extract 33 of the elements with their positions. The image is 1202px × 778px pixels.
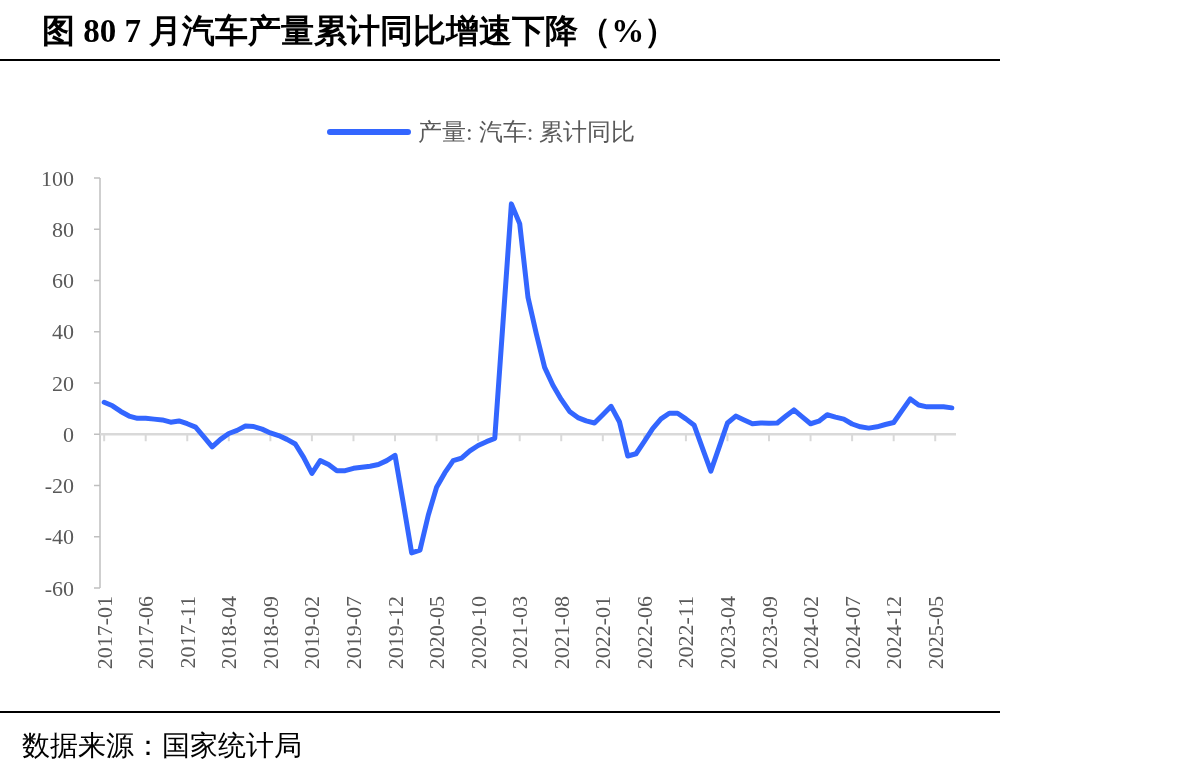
y-tick-label: 20: [52, 370, 74, 396]
chart-title: 图 80 7 月汽车产量累计同比增速下降（%）: [42, 13, 678, 49]
x-tick-label: 2020-10: [465, 596, 491, 670]
x-tick-label: 2019-12: [382, 596, 408, 670]
y-tick-label: 40: [52, 319, 74, 345]
y-tick-label: -20: [44, 473, 74, 498]
x-tick-label: 2023-04: [714, 596, 740, 670]
x-tick-label: 2022-11: [673, 596, 699, 669]
x-tick-label: 2017-01: [91, 596, 117, 670]
y-tick-label: 0: [63, 421, 74, 447]
y-tick-label: 100: [41, 165, 74, 191]
x-tick-label: 2018-04: [216, 596, 242, 670]
x-tick-label: 2020-05: [424, 596, 450, 670]
x-tick-label: 2018-09: [257, 596, 283, 670]
x-tick-label: 2019-02: [299, 596, 325, 670]
x-tick-label: 2025-05: [922, 596, 948, 670]
x-tick-label: 2021-03: [507, 596, 533, 670]
x-tick-label: 2024-02: [798, 596, 824, 670]
legend-label: 产量: 汽车: 累计同比: [418, 119, 636, 145]
x-tick-label: 2024-12: [881, 596, 907, 670]
y-tick-label: 60: [52, 268, 74, 293]
x-tick-label: 2024-07: [839, 596, 865, 670]
x-tick-label: 2017-06: [133, 596, 159, 670]
x-tick-label: 2022-06: [631, 596, 657, 670]
x-tick-label: 2023-09: [756, 596, 782, 670]
y-tick-label: 80: [52, 216, 74, 242]
y-tick-label: -60: [44, 575, 74, 601]
x-tick-label: 2022-01: [590, 596, 616, 670]
x-tick-label: 2021-08: [548, 596, 574, 670]
x-tick-label: 2017-11: [174, 596, 200, 669]
source-note: 数据来源：国家统计局: [22, 730, 302, 761]
y-tick-label: -40: [44, 524, 74, 550]
x-tick-label: 2019-07: [340, 596, 366, 670]
